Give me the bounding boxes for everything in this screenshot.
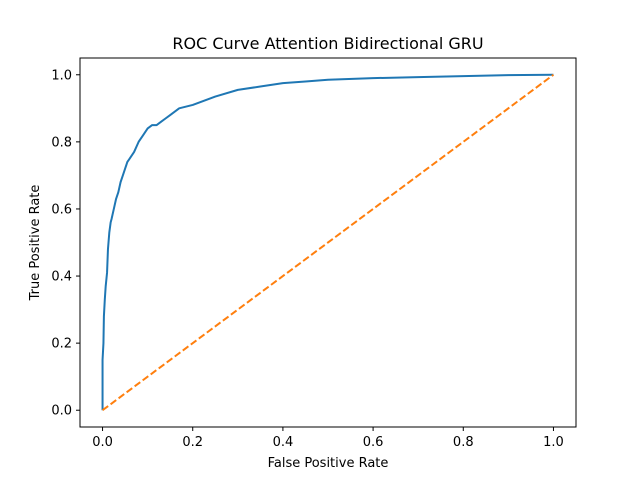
x-tick-label: 0.0 <box>92 435 113 450</box>
y-tick-label: 0.2 <box>51 337 72 352</box>
y-axis-label: True Positive Rate <box>28 185 43 302</box>
x-tick-label: 1.0 <box>543 435 564 450</box>
series-layer <box>101 73 555 412</box>
x-tick-label: 0.4 <box>273 435 294 450</box>
y-axis-ticks: 0.0 0.2 0.4 0.6 0.8 1.0 <box>51 68 80 419</box>
y-tick-label: 0.0 <box>51 404 72 419</box>
roc-curve-line <box>101 73 554 411</box>
x-axis-label: False Positive Rate <box>268 456 389 471</box>
y-tick-label: 0.4 <box>51 270 72 285</box>
x-tick-label: 0.2 <box>182 435 203 450</box>
x-tick-label: 0.8 <box>453 435 474 450</box>
y-tick-label: 1.0 <box>51 68 72 83</box>
x-tick-label: 0.6 <box>363 435 384 450</box>
x-axis-ticks: 0.0 0.2 0.4 0.6 0.8 1.0 <box>92 427 564 450</box>
chance-diagonal-line <box>101 73 555 412</box>
y-tick-label: 0.6 <box>51 202 72 217</box>
y-tick-label: 0.8 <box>51 135 72 150</box>
plot-frame <box>79 57 577 428</box>
chart-title: ROC Curve Attention Bidirectional GRU <box>172 34 483 53</box>
